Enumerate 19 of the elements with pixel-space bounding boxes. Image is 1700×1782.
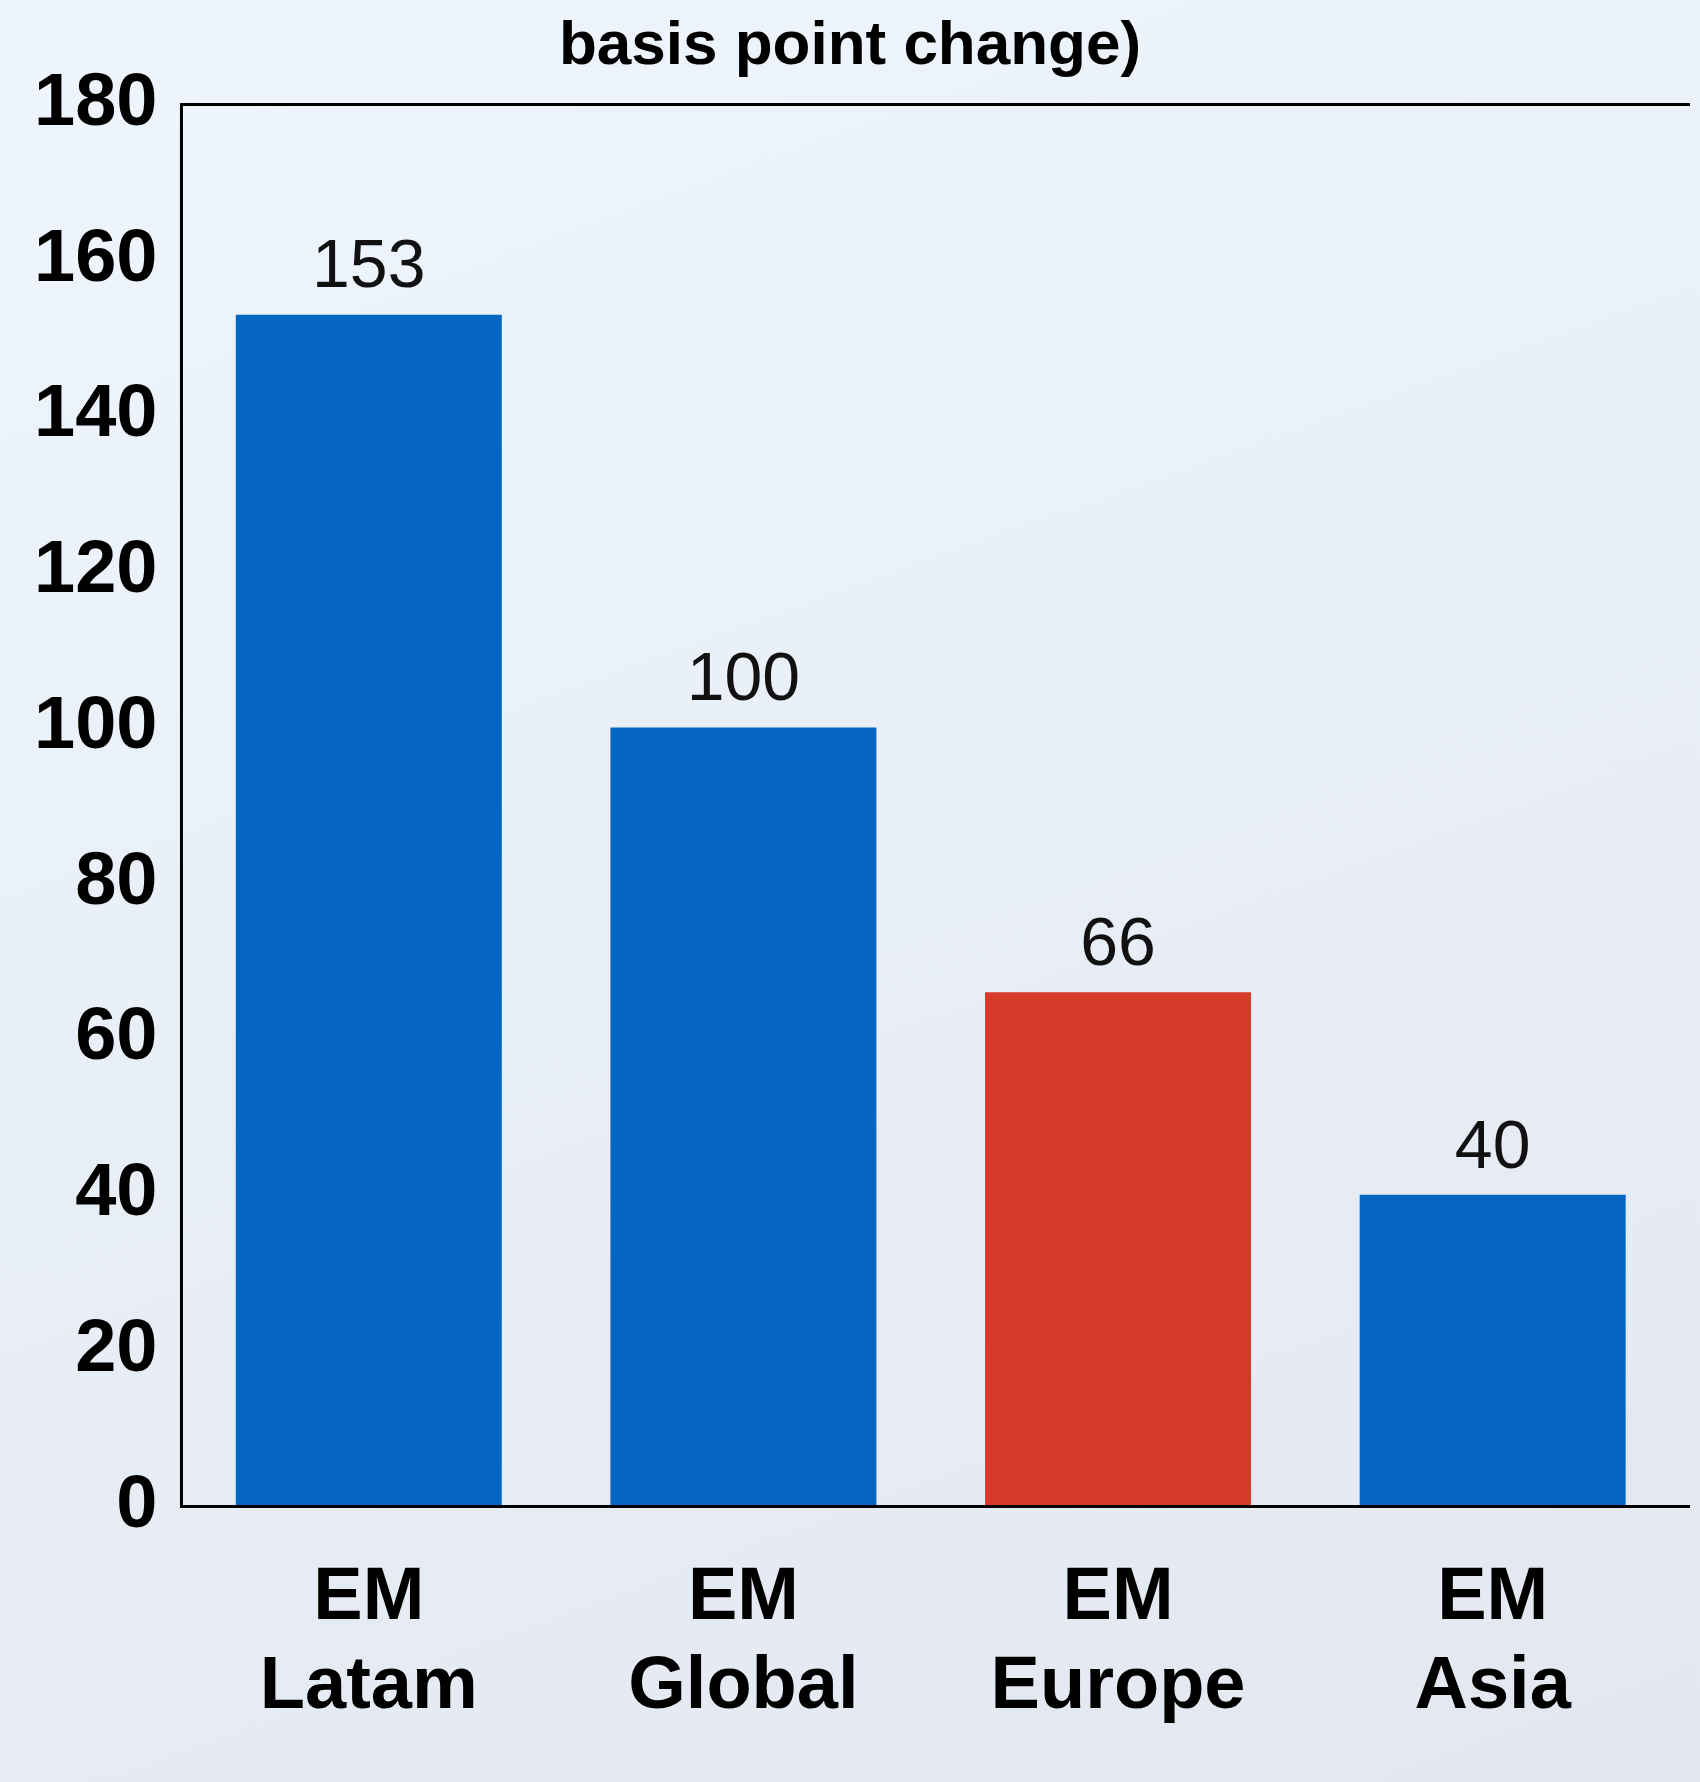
data-label: 66 [1080,903,1156,980]
x-tick-label: EM Asia [1414,1552,1572,1725]
y-tick-label: 100 [34,680,158,764]
y-tick-label: 0 [116,1459,158,1543]
x-tick-label: EM Europe [990,1552,1246,1725]
chart-title: basis point change) [558,8,1142,78]
y-tick-label: 120 [34,525,158,609]
y-tick-label: 180 [34,57,158,141]
y-tick-label: 20 [75,1304,158,1388]
data-label: 100 [686,638,801,715]
y-tick-label: 160 [34,213,158,297]
y-tick-label: 80 [75,836,158,920]
y-tick-label: 60 [75,992,158,1076]
x-tick-label: EM Latam [259,1552,478,1725]
data-label: 40 [1454,1105,1531,1182]
data-label: 153 [312,225,426,302]
y-tick-label: 140 [34,369,158,453]
y-tick-label: 40 [75,1148,158,1232]
x-tick-label: EM Global [628,1552,859,1725]
